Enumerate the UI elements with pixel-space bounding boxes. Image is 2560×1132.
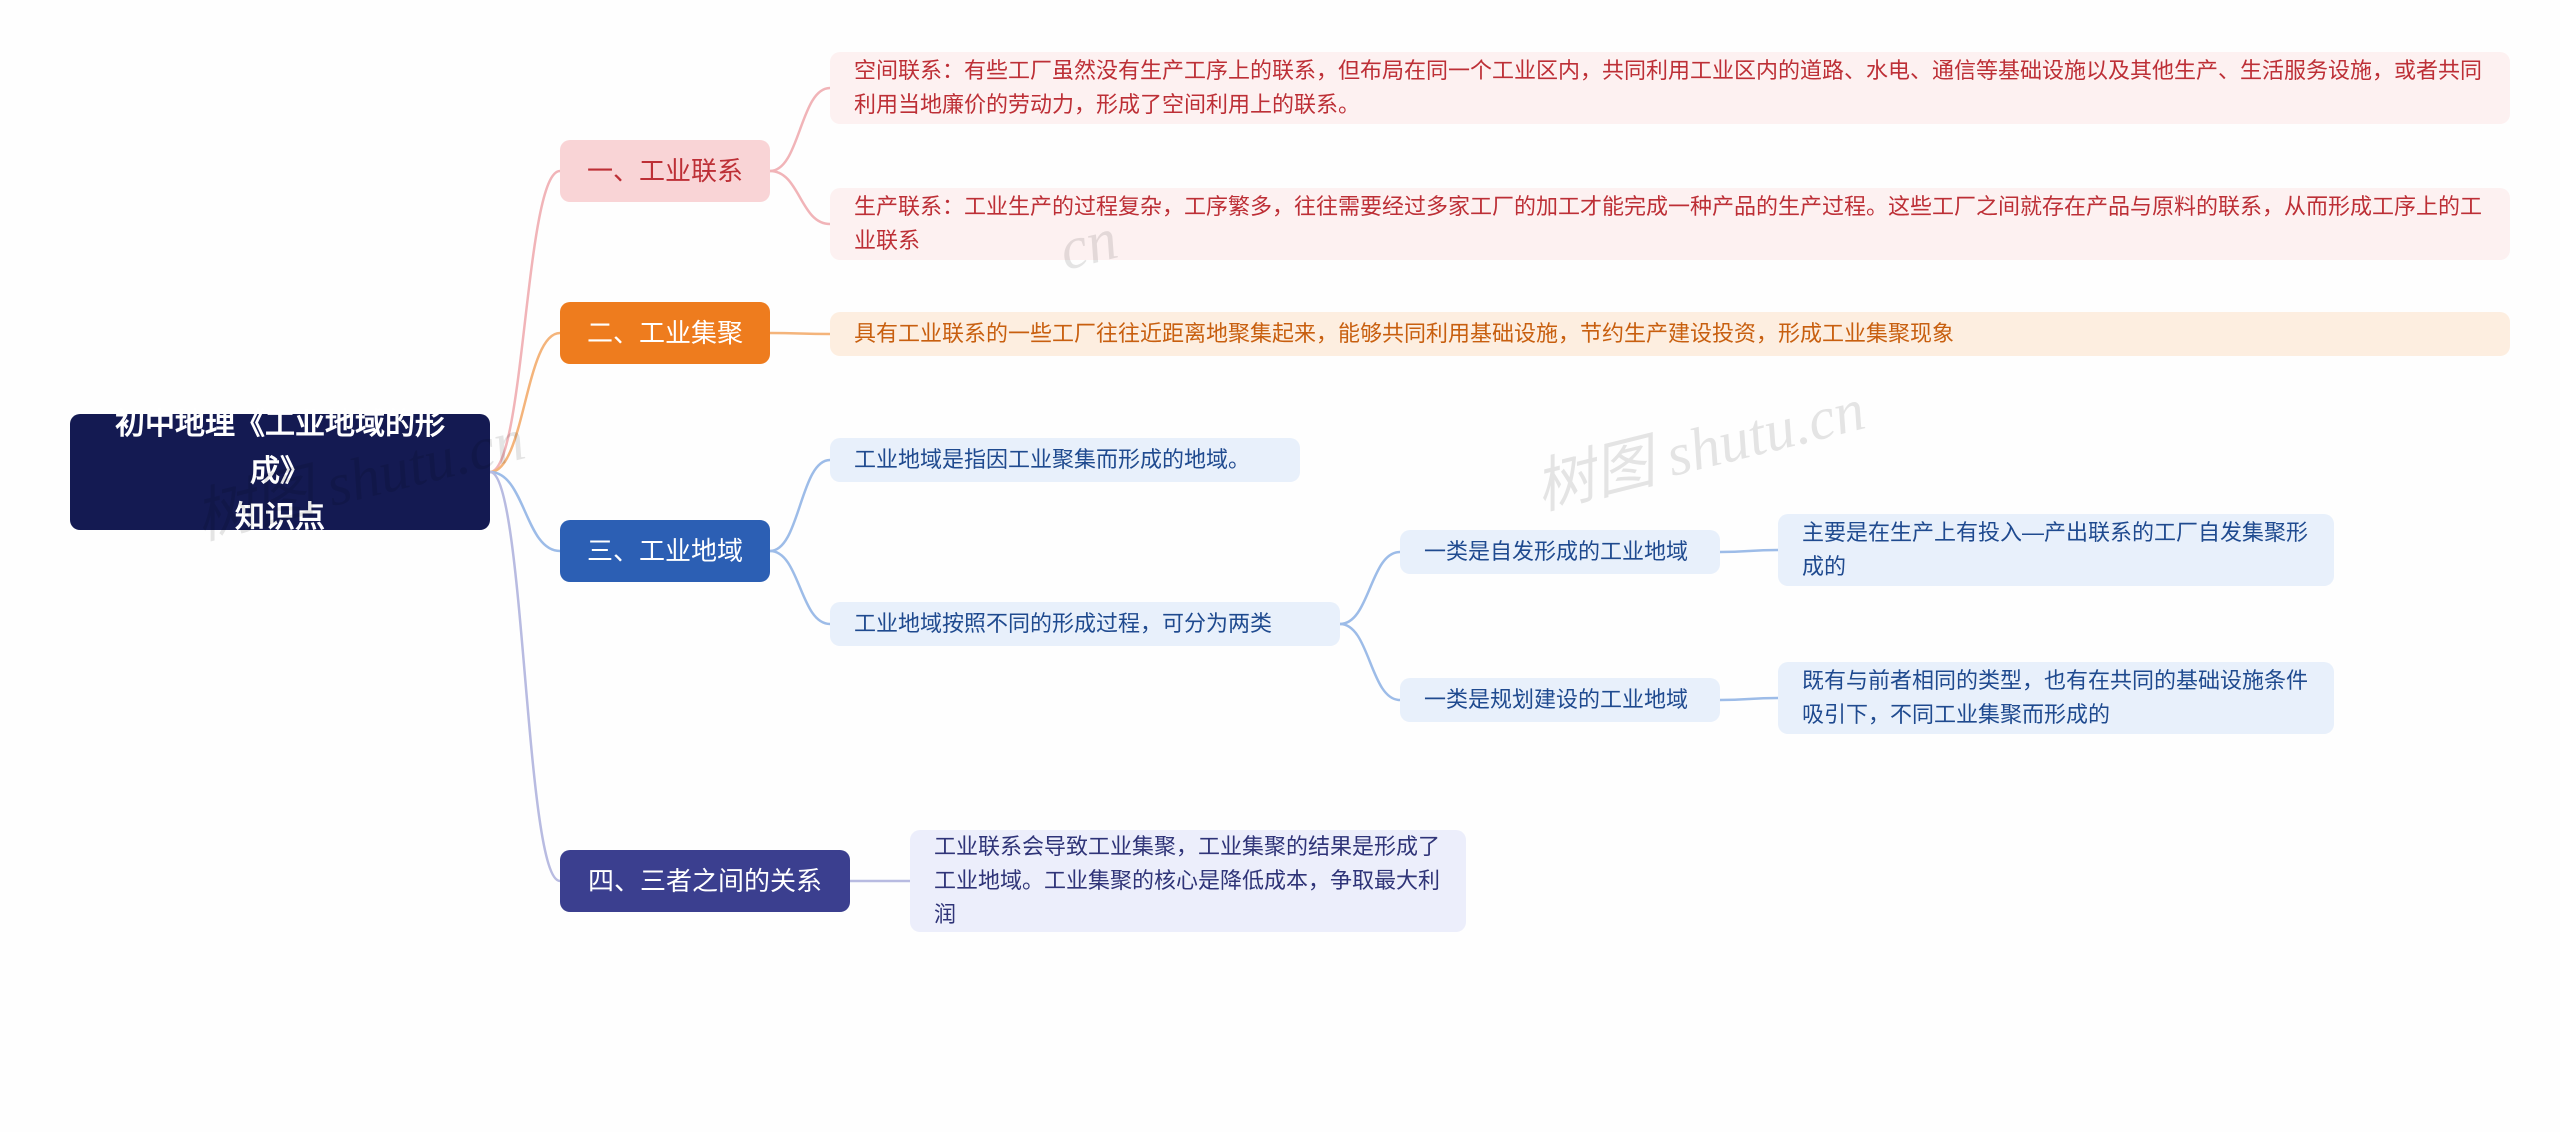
root-node: 初中地理《工业地域的形成》 知识点 (70, 414, 490, 530)
branch-node: 三、工业地域 (560, 520, 770, 582)
leaf-node: 具有工业联系的一些工厂往往近距离地聚集起来，能够共同利用基础设施，节约生产建设投… (830, 312, 2510, 356)
leaf-node: 生产联系：工业生产的过程复杂，工序繁多，往往需要经过多家工厂的加工才能完成一种产… (830, 188, 2510, 260)
leaf-node: 一类是自发形成的工业地域 (1400, 530, 1720, 574)
watermark: 树图 shutu.cn (1524, 361, 1872, 527)
leaf-node: 既有与前者相同的类型，也有在共同的基础设施条件吸引下，不同工业集聚而形成的 (1778, 662, 2334, 734)
leaf-node: 主要是在生产上有投入—产出联系的工厂自发集聚形成的 (1778, 514, 2334, 586)
branch-node: 四、三者之间的关系 (560, 850, 850, 912)
branch-node: 二、工业集聚 (560, 302, 770, 364)
leaf-node: 工业地域按照不同的形成过程，可分为两类 (830, 602, 1340, 646)
leaf-node: 一类是规划建设的工业地域 (1400, 678, 1720, 722)
root-line1: 初中地理《工业地域的形成》 (94, 402, 466, 495)
leaf-node: 工业地域是指因工业聚集而形成的地域。 (830, 438, 1300, 482)
branch-node: 一、工业联系 (560, 140, 770, 202)
leaf-node: 工业联系会导致工业集聚，工业集聚的结果是形成了工业地域。工业集聚的核心是降低成本… (910, 830, 1466, 932)
leaf-node: 空间联系：有些工厂虽然没有生产工序上的联系，但布局在同一个工业区内，共同利用工业… (830, 52, 2510, 124)
root-line2: 知识点 (235, 495, 325, 542)
